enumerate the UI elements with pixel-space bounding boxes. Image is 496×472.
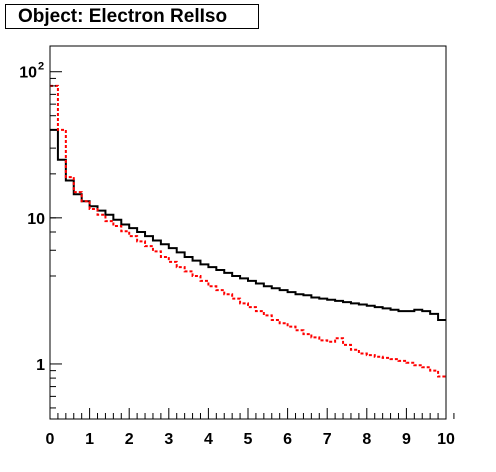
y-tick-label: 10 (27, 211, 45, 228)
x-tick-label: 5 (244, 431, 253, 448)
y-tick-label: 1 (36, 357, 45, 374)
y-tick-label: 10 (19, 65, 37, 82)
plot-frame (49, 45, 447, 420)
series-1-line (50, 128, 446, 321)
x-tick-label: 1 (85, 431, 94, 448)
x-tick-label: 4 (204, 431, 213, 448)
x-tick-label: 8 (362, 431, 371, 448)
x-tick-label: 9 (402, 431, 411, 448)
chart-title: Object: Electron RelIso (5, 4, 259, 29)
x-tick-label: 3 (164, 431, 173, 448)
x-tick-label: 0 (46, 431, 55, 448)
y-tick-exponent: 2 (38, 61, 44, 73)
x-tick-label: 2 (125, 431, 134, 448)
x-tick-label: 6 (283, 431, 292, 448)
x-tick-label: 10 (437, 431, 455, 448)
x-tick-label: 7 (323, 431, 332, 448)
series-2-line (50, 84, 446, 378)
